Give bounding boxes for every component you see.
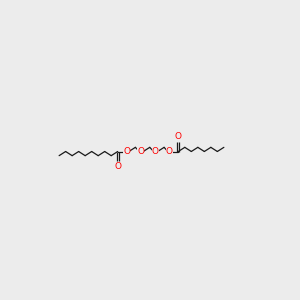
Text: O: O [152,147,159,156]
Text: O: O [175,132,182,141]
Text: O: O [123,147,130,156]
Text: O: O [114,162,121,171]
Text: O: O [137,147,144,156]
Text: O: O [166,147,173,156]
